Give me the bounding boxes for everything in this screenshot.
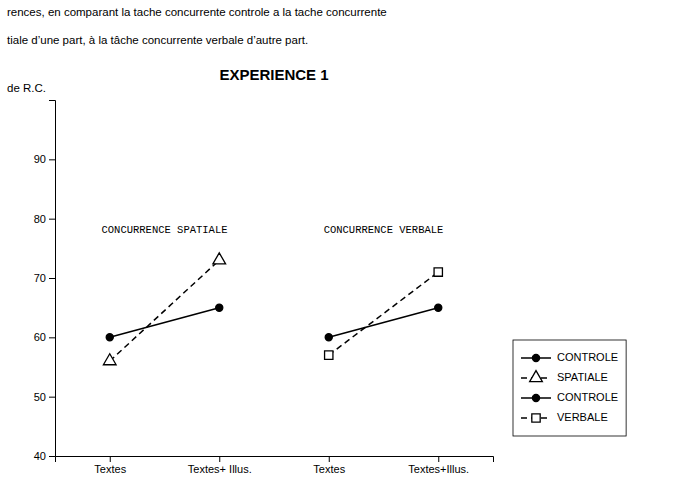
legend-marker bbox=[532, 354, 539, 361]
title: EXPERIENCE 1 bbox=[219, 66, 328, 83]
y-tick-label: 80 bbox=[34, 213, 46, 225]
x-tick-label: Textes bbox=[313, 463, 345, 475]
legend-item: VERBALE bbox=[521, 411, 608, 423]
legend-item: CONTROLE bbox=[521, 391, 618, 403]
point-marker bbox=[213, 253, 226, 264]
x-tick-mark bbox=[219, 456, 220, 462]
point-marker bbox=[106, 334, 113, 341]
series-line bbox=[110, 308, 220, 338]
x-tick-mark bbox=[329, 456, 330, 462]
chart: rences, en comparant la tache concurrent… bbox=[0, 0, 673, 501]
x-tick-mark bbox=[438, 456, 439, 462]
legend-item: CONTROLE bbox=[521, 351, 618, 363]
y-tick: 40 bbox=[34, 450, 55, 462]
legend-label: CONTROLE bbox=[557, 351, 618, 363]
y-tick: 80 bbox=[34, 213, 55, 225]
legend: CONTROLE SPATIALE CONTROLE VERBALE bbox=[513, 340, 626, 436]
series-line bbox=[329, 272, 439, 355]
x-tick: Textes+Illus. bbox=[408, 456, 469, 475]
annotation: CONCURRENCE VERBALE bbox=[324, 224, 444, 236]
point-marker bbox=[435, 304, 442, 311]
subtitle: tiale d’une part, à la tâche concurrente… bbox=[7, 34, 308, 46]
series-line bbox=[329, 308, 439, 338]
x-tick-label: Textes bbox=[94, 463, 126, 475]
x-axis: Textes Textes+ Illus. Textes Textes+Illus. bbox=[56, 456, 494, 475]
y-tick-mark bbox=[49, 219, 55, 220]
x-axis-line bbox=[56, 457, 494, 463]
marks bbox=[103, 253, 442, 365]
x-tick: Textes bbox=[313, 456, 345, 475]
y-axis: 40 50 60 70 80 90 bbox=[34, 101, 56, 463]
y-axis-line bbox=[49, 101, 56, 457]
y-tick-label: 40 bbox=[34, 450, 46, 462]
plot: 405060708090TextesTextes+ Illus.TextesTe… bbox=[34, 101, 494, 475]
y-tick-mark bbox=[49, 278, 55, 279]
point-marker bbox=[434, 268, 442, 276]
legend-frame bbox=[513, 340, 626, 436]
x-tick-label: Textes+Illus. bbox=[408, 463, 469, 475]
y-tick-label: 60 bbox=[34, 331, 46, 343]
series-line bbox=[110, 260, 220, 361]
point-marker bbox=[103, 354, 116, 365]
y-tick: 70 bbox=[34, 272, 55, 284]
legend-marker bbox=[532, 394, 539, 401]
y-tick-mark bbox=[49, 337, 55, 338]
subtitle: rences, en comparant la tache concurrent… bbox=[7, 6, 387, 18]
legend-label: SPATIALE bbox=[557, 371, 608, 383]
x-tick-mark bbox=[110, 456, 111, 462]
legend-marker bbox=[532, 414, 540, 422]
y-tick-mark bbox=[49, 456, 55, 457]
y-tick: 50 bbox=[34, 391, 55, 403]
y-tick: 90 bbox=[34, 153, 55, 165]
point-marker bbox=[325, 334, 332, 341]
y-tick-mark bbox=[49, 397, 55, 398]
legend-label: VERBALE bbox=[557, 411, 608, 423]
legend-item: SPATIALE bbox=[521, 371, 608, 383]
legend-label: CONTROLE bbox=[557, 391, 618, 403]
legend-marker bbox=[530, 371, 543, 382]
point-marker bbox=[216, 304, 223, 311]
annotation: CONCURRENCE SPATIALE bbox=[101, 224, 227, 236]
x-tick-label: Textes+ Illus. bbox=[188, 463, 252, 475]
x-tick: Textes+ Illus. bbox=[188, 456, 252, 475]
y-tick-label: 70 bbox=[34, 272, 46, 284]
y-tick: 60 bbox=[34, 331, 55, 343]
x-tick: Textes bbox=[94, 456, 126, 475]
y-axis-label: de R.C. bbox=[7, 82, 46, 94]
y-tick-label: 90 bbox=[34, 153, 46, 165]
y-tick-mark bbox=[49, 159, 55, 160]
point-marker bbox=[325, 351, 333, 359]
y-tick-label: 50 bbox=[34, 391, 46, 403]
